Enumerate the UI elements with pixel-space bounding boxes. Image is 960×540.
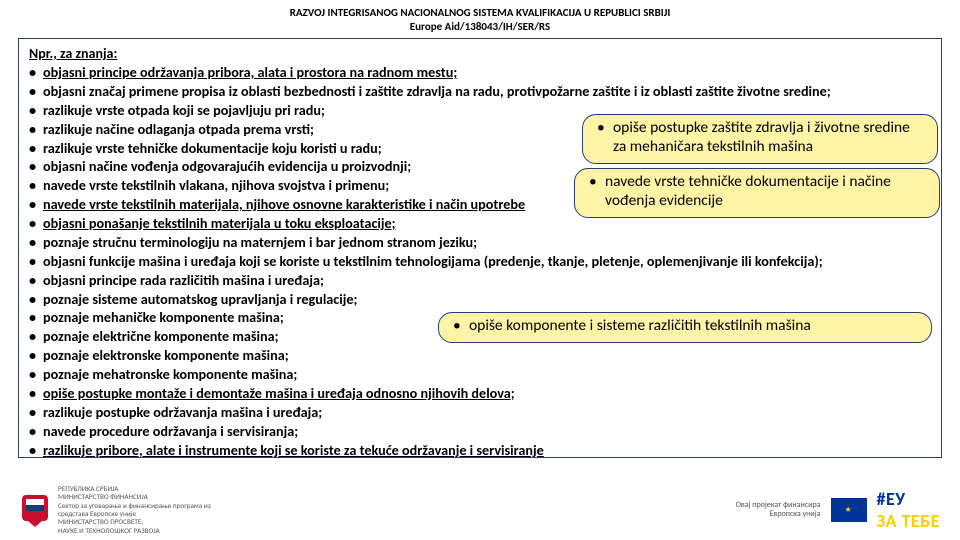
callout-box: opiše komponente i sisteme različitih te… bbox=[438, 312, 932, 343]
bullet-item: poznaje mehatronske komponente mašina; bbox=[29, 365, 931, 384]
callout-box: navede vrste tehničke dokumentacije i na… bbox=[574, 168, 940, 218]
bullet-item: objasni značaj primene propisa iz oblast… bbox=[29, 82, 931, 101]
bullet-text: navede vrste tekstilnih materijala, njih… bbox=[43, 195, 525, 213]
bullet-text: objasni funkcije mašina i uređaja koji s… bbox=[43, 252, 823, 270]
bullet-item: razlikuje pribore, alate i instrumente k… bbox=[29, 441, 931, 460]
content-frame: Npr., za znanja: objasni principe održav… bbox=[18, 38, 942, 458]
bullet-text: objasni ponašanje tekstilnih materijala … bbox=[43, 214, 396, 232]
bullet-text: razlikuje načine odlaganja otpada prema … bbox=[43, 120, 314, 138]
eu-za-tebe-logo: #ЕУЗА ТЕБЕ bbox=[877, 488, 940, 532]
bullet-text: poznaje mehatronske komponente mašina; bbox=[43, 365, 297, 383]
bullet-text: navede vrste tekstilnih vlakana, njihova… bbox=[43, 176, 389, 194]
bullet-item: objasni principe rada različitih mašina … bbox=[29, 271, 931, 290]
footer: РЕПУБЛИКА СРБИЈАМИНИСТАРСТВО ФИНАНСИЈАСе… bbox=[0, 480, 960, 540]
footer-left-text: РЕПУБЛИКА СРБИЈАМИНИСТАРСТВО ФИНАНСИЈАСе… bbox=[58, 485, 211, 535]
bullet-item: navede procedure održavanja i servisiran… bbox=[29, 422, 931, 441]
bullet-item: opiše postupke montaže i demontaže mašin… bbox=[29, 384, 931, 403]
bullet-text: objasni načine vođenja odgovarajućih evi… bbox=[43, 157, 411, 175]
header-line2: Europe Aid/138043/IH/SER/RS bbox=[0, 20, 960, 34]
callout-box: opiše postupke zaštite zdravlja i životn… bbox=[582, 114, 938, 164]
bullet-item: objasni funkcije mašina i uređaja koji s… bbox=[29, 252, 931, 271]
bullet-text: poznaje stručnu terminologiju na maternj… bbox=[43, 233, 477, 251]
bullet-item: razlikuje postupke održavanja mašina i u… bbox=[29, 403, 931, 422]
eu-flag-icon bbox=[831, 498, 867, 522]
bullet-text: objasni principe rada različitih mašina … bbox=[43, 271, 324, 289]
bullet-item: objasni principe održavanja pribora, ala… bbox=[29, 63, 931, 82]
footer-right: Овај пројекат финансираЕвропска унија #Е… bbox=[736, 488, 940, 532]
header-line1: RAZVOJ INTEGRISANOG NACIONALNOG SISTEMA … bbox=[0, 6, 960, 20]
bullet-text: objasni principe održavanja pribora, ala… bbox=[43, 63, 457, 81]
bullet-text: navede procedure održavanja i servisiran… bbox=[43, 422, 298, 440]
bullet-text: razlikuje postupke održavanja mašina i u… bbox=[43, 403, 322, 421]
eu-finance-label: Овај пројекат финансираЕвропска унија bbox=[736, 501, 821, 519]
lead-text: Npr., za znanja: bbox=[29, 45, 931, 62]
slide-page: RAZVOJ INTEGRISANOG NACIONALNOG SISTEMA … bbox=[0, 0, 960, 540]
bullet-item: poznaje sisteme automatskog upravljanja … bbox=[29, 290, 931, 309]
za-tebe: ЗА ТЕБЕ bbox=[877, 510, 940, 532]
bullet-text: objasni značaj primene propisa iz oblast… bbox=[43, 82, 831, 100]
bullet-text: poznaje elektronske komponente mašina; bbox=[43, 346, 289, 364]
bullet-text: razlikuje vrste otpada koji se pojavljuj… bbox=[43, 101, 325, 119]
bullet-text: razlikuje pribore, alate i instrumente k… bbox=[43, 441, 544, 459]
bullet-text: poznaje mehaničke komponente mašina; bbox=[43, 308, 284, 326]
footer-left: РЕПУБЛИКА СРБИЈАМИНИСТАРСТВО ФИНАНСИЈАСе… bbox=[20, 485, 211, 535]
bullet-text: poznaje sisteme automatskog upravljanja … bbox=[43, 290, 357, 308]
slide-header: RAZVOJ INTEGRISANOG NACIONALNOG SISTEMA … bbox=[0, 0, 960, 34]
bullet-item: poznaje elektronske komponente mašina; bbox=[29, 346, 931, 365]
eu-hash: #ЕУ bbox=[877, 488, 906, 510]
serbia-crest-icon bbox=[20, 493, 50, 527]
bullet-item: poznaje stručnu terminologiju na maternj… bbox=[29, 233, 931, 252]
bullet-text: opiše postupke montaže i demontaže mašin… bbox=[43, 384, 515, 402]
bullet-text: razlikuje vrste tehničke dokumentacije k… bbox=[43, 139, 382, 157]
bullet-text: poznaje električne komponente mašina; bbox=[43, 327, 279, 345]
